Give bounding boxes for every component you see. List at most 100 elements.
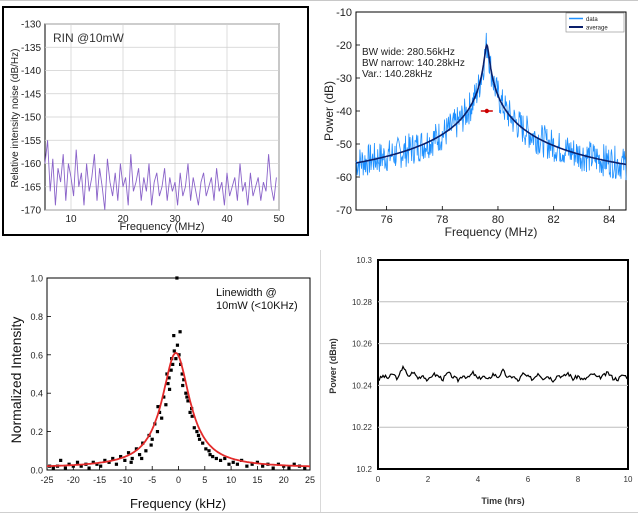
linewidth-data-point	[250, 462, 254, 466]
linewidth-data-point	[235, 462, 240, 466]
linewidth-data-point	[126, 451, 131, 455]
linewidth-data-point	[155, 430, 160, 434]
rin-x-tick-label: 30	[169, 214, 181, 225]
annotation-var: Var.: 140.28kHz	[362, 69, 432, 80]
stability-x-tick-label: 8	[576, 475, 581, 484]
rin-noise-trace	[44, 140, 277, 211]
spectrum-y-tick-label: -40	[336, 106, 352, 118]
linewidth-data-point	[140, 456, 144, 461]
linewidth-data-point	[211, 454, 215, 459]
linewidth-data-point	[119, 454, 123, 459]
stability-y-ticks: 10.3 10.28 10.26 10.24 10.22 10.2	[352, 256, 373, 474]
linewidth-chart: 0.0 0.2 0.4 0.6 0.8 1.0 -25 -20 -15 -10 -5 0 5 10 15 2…	[8, 274, 315, 512]
stability-x-tick-label: 2	[426, 475, 431, 484]
stability-y-tick-label: 10.2	[356, 465, 372, 474]
linewidth-data-point	[192, 426, 196, 430]
rin-y-label: Relative intensity noise (dB/Hz)	[10, 49, 21, 188]
linewidth-annotation-line2: 10mW (<10KHz)	[216, 300, 298, 312]
rin-series	[44, 140, 277, 211]
linewidth-annotation-line1: Linewidth @	[216, 287, 277, 299]
spectrum-y-tick-label: -30	[336, 73, 352, 85]
linewidth-data-point	[87, 466, 91, 470]
linewidth-data-point	[91, 460, 95, 464]
legend-data-label: data	[586, 17, 598, 23]
stability-chart: 10.3 10.28 10.26 10.24 10.22 10.2 0 2 4 6 8 10 Tim…	[328, 256, 633, 506]
rin-y-tick-label: -145	[21, 89, 41, 100]
linewidth-data-point	[164, 403, 168, 407]
rin-annotation: RIN @10mW	[53, 31, 125, 45]
linewidth-lorentz-fit	[47, 351, 310, 468]
spectrum-y-tick-label: -50	[336, 139, 352, 151]
linewidth-data-point	[175, 276, 179, 280]
rin-y-tick-label: -130	[21, 20, 41, 31]
spectrum-y-tick-label: -70	[336, 205, 352, 217]
linewidth-data-point	[123, 458, 127, 462]
linewidth-data-point	[103, 458, 107, 462]
linewidth-data-point	[99, 464, 103, 468]
rin-y-tick-label: -135	[21, 43, 41, 54]
linewidth-data-point	[287, 466, 291, 470]
linewidth-data-point	[182, 378, 186, 382]
linewidth-data-point	[292, 462, 296, 466]
linewidth-x-tick-label: -5	[148, 475, 156, 485]
linewidth-x-tick-label: 15	[252, 475, 262, 485]
linewidth-x-tick-label: -25	[40, 475, 53, 485]
linewidth-data-point	[214, 456, 218, 461]
legend-average-label: average	[586, 26, 608, 32]
linewidth-x-tick-label: -15	[93, 475, 106, 485]
linewidth-data-point	[169, 368, 173, 372]
rin-y-tick-label: -140	[21, 66, 41, 77]
rin-chart: -130 -135 -140 -145 -150 -155 -160 -165 -170 10 2…	[2, 6, 309, 236]
spectrum-x-label: Frequency (MHz)	[445, 225, 538, 239]
linewidth-x-tick-label: 25	[305, 475, 315, 485]
linewidth-data-point	[95, 462, 99, 466]
rin-x-tick-label: 50	[273, 214, 285, 225]
linewidth-x-label: Frequency (kHz)	[130, 496, 226, 511]
linewidth-data-point	[204, 447, 208, 451]
linewidth-data-point	[186, 399, 190, 403]
linewidth-data-point	[137, 453, 142, 457]
linewidth-y-tick-label: 0.6	[30, 350, 43, 360]
linewidth-data-point	[149, 443, 153, 447]
linewidth-data-point	[166, 382, 170, 386]
spectrum-annotations: BW wide: 280.56kHz BW narrow: 140.28kHz …	[362, 47, 465, 80]
stability-power-trace	[377, 364, 629, 384]
linewidth-data-point	[197, 437, 202, 441]
rin-y-tick-label: -160	[21, 159, 41, 170]
linewidth-x-tick-label: 5	[202, 475, 207, 485]
linewidth-x-tick-label: -20	[67, 475, 80, 485]
spectrum-y-ticks: -10 -20 -30 -40 -50 -60 -70	[336, 7, 360, 217]
spectrum-x-tick-label: 78	[436, 214, 448, 226]
stability-series	[377, 364, 629, 384]
linewidth-data-point	[231, 460, 235, 464]
linewidth-y-tick-label: 0.2	[30, 427, 43, 437]
linewidth-data-point	[255, 460, 259, 464]
linewidth-data-point	[174, 357, 178, 361]
linewidth-y-tick-label: 0.8	[30, 312, 43, 322]
stability-plot-area	[377, 259, 629, 470]
linewidth-data-point	[114, 462, 119, 466]
stability-y-tick-label: 10.26	[352, 340, 373, 349]
linewidth-data-point	[171, 362, 175, 366]
linewidth-y-tick-label: 0.0	[30, 466, 43, 476]
rin-y-tick-label: -170	[21, 206, 41, 217]
spectrum-series	[355, 32, 627, 181]
linewidth-data-point	[59, 458, 63, 462]
rin-x-ticks: 10 20 30 40 50	[65, 214, 285, 225]
spectrum-y-tick-label: -60	[336, 172, 352, 184]
linewidth-data-point	[67, 462, 71, 466]
spectrum-x-tick-label: 84	[603, 214, 615, 226]
linewidth-data-point	[271, 466, 275, 470]
linewidth-data-point	[71, 464, 75, 468]
linewidth-data-point	[261, 464, 265, 468]
spectrum-y-tick-label: -20	[336, 40, 352, 52]
linewidth-data-point	[188, 410, 192, 414]
linewidth-data-point	[303, 466, 307, 470]
linewidth-series	[47, 276, 310, 470]
linewidth-y-ticks: 0.0 0.2 0.4 0.6 0.8 1.0	[30, 274, 51, 476]
stability-y-tick-label: 10.3	[356, 256, 372, 265]
linewidth-data-point	[178, 330, 182, 334]
rin-y-tick-label: -155	[21, 136, 41, 147]
spectrum-average-trace	[355, 43, 627, 166]
linewidth-data-point	[175, 343, 180, 347]
